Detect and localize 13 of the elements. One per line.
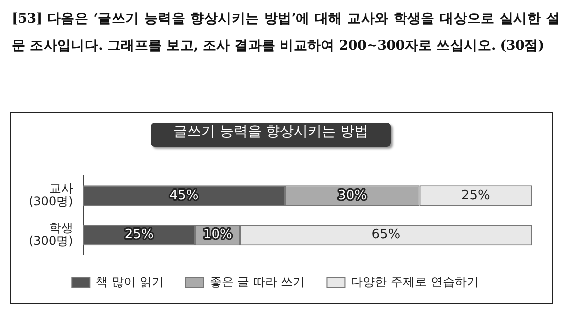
legend-label: 책 많이 읽기 [96,275,164,290]
data-label: 25% [124,228,154,243]
data-label: 25% [461,188,490,204]
data-label: 30% [338,188,367,204]
data-label: 65% [372,228,401,243]
y-tick-label: 교사 (300명) [28,181,74,209]
data-label: 10% [203,228,232,243]
chart-title: [53] 다음은 ‘글쓰기 능력을 향상시키는 방법’에 대해 교사와 학생을 대상으로 실시한 설문 조사입니다. 그래프를 보고, 조사 결과를 비교하여 200∼300자로 쓰십시오. (30점) [12,10,560,56]
legend-label: 좋은 글 따라 쓰기 [210,275,306,290]
data-label: 45% [170,188,199,204]
chart-subtitle: 글쓰기 능력을 향상시키는 방법 [151,123,391,147]
y-tick-label: 학생 (300명) [28,220,74,248]
legend-label: 다양한 주제로 연습하기 [351,275,479,290]
